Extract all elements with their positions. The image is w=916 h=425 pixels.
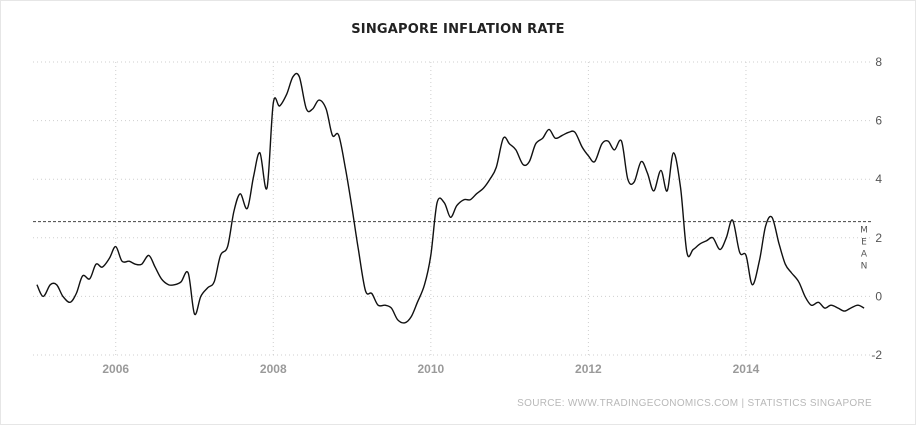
mean-label-char: N [861,262,868,272]
mean-label-char: M [860,226,868,236]
series-layer [36,72,865,324]
series-line [36,72,865,324]
x-axis-ticks: 2006 2008 2010 2012 2014 [102,362,759,376]
x-tick-label: 2014 [733,362,760,376]
mean-label-char: E [861,238,867,248]
y-tick-label: 0 [875,289,882,303]
y-axis-ticks: -2 0 2 4 6 8 [871,55,882,362]
y-tick-label: 8 [875,55,882,69]
x-tick-label: 2006 [102,362,129,376]
y-tick-label: 6 [875,114,882,128]
x-tick-label: 2008 [260,362,287,376]
source-note: SOURCE: WWW.TRADINGECONOMICS.COM | STATI… [517,398,872,409]
y-tick-label: -2 [871,348,882,362]
y-tick-label: 2 [875,231,882,245]
chart-title: SINGAPORE INFLATION RATE [351,22,565,37]
x-tick-label: 2012 [575,362,602,376]
y-tick-label: 4 [875,172,882,186]
x-tick-label: 2010 [417,362,444,376]
mean-label-char: A [861,250,868,260]
grid-layer [33,61,872,356]
